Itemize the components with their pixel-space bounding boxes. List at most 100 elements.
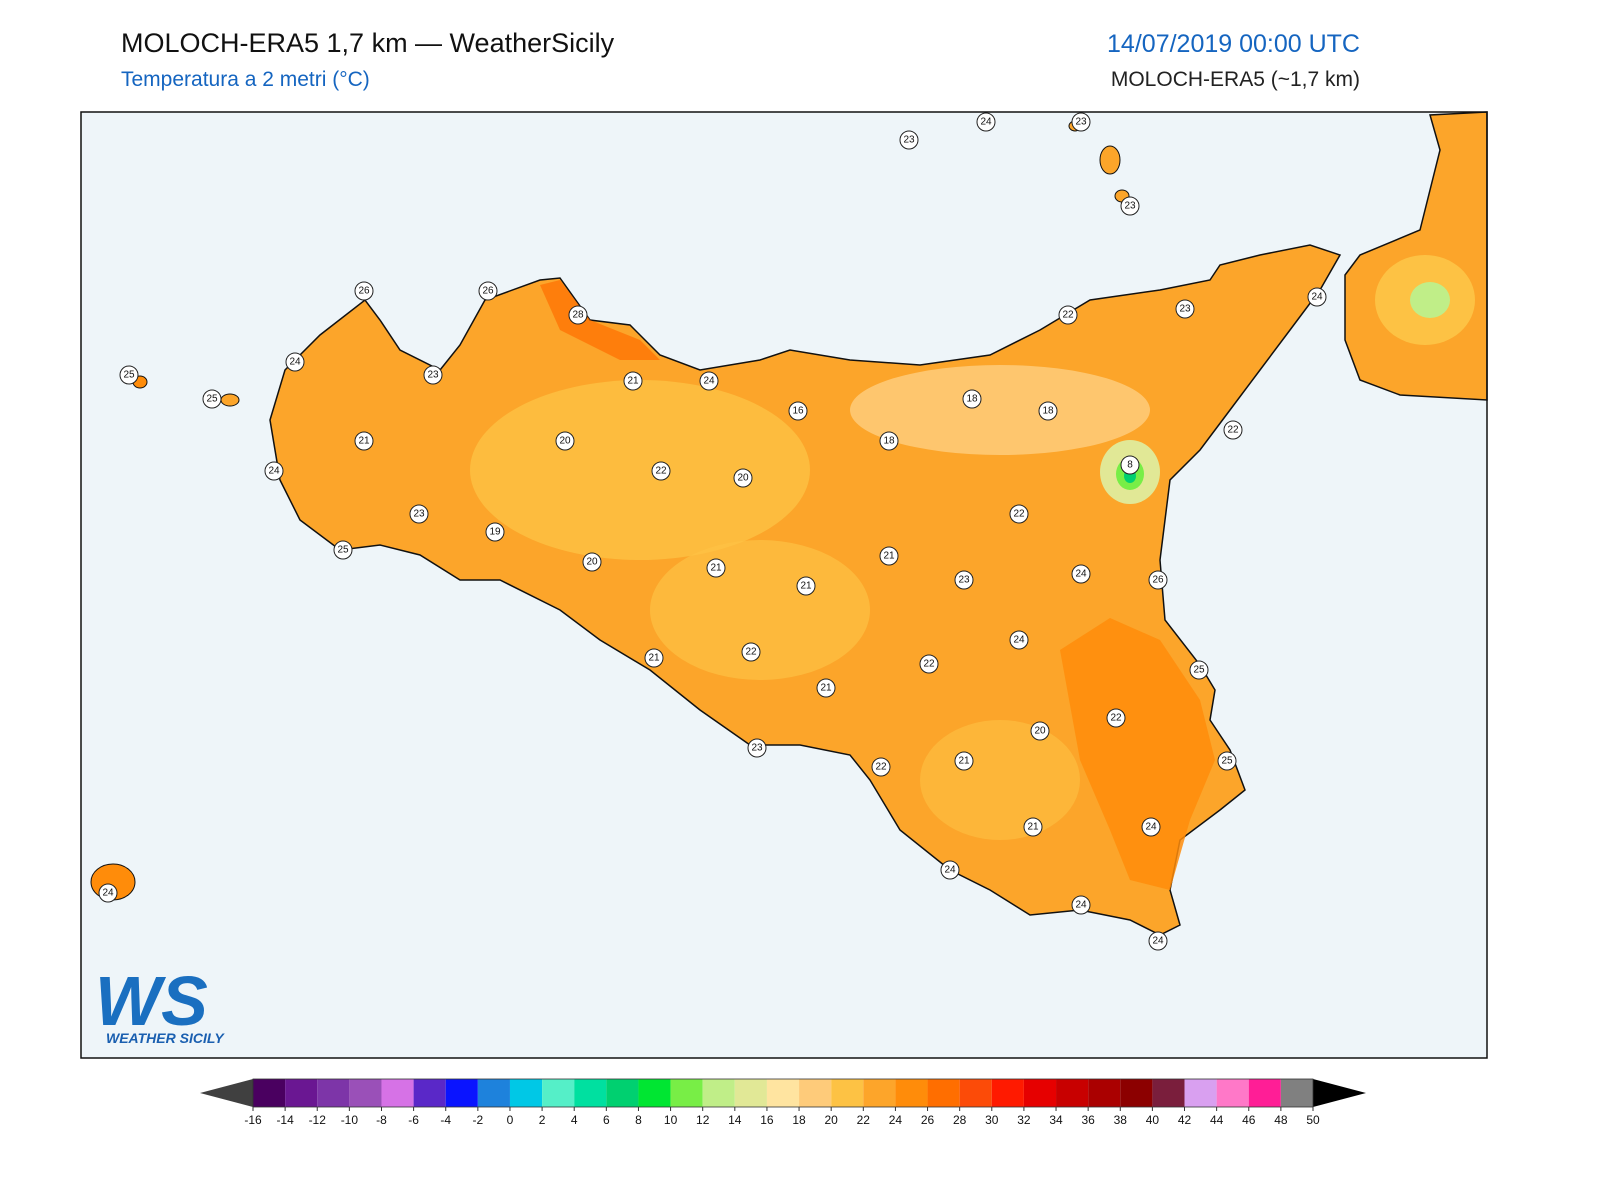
station-value: 21 bbox=[883, 551, 895, 562]
station-marker bbox=[733, 468, 753, 488]
station-marker bbox=[1058, 305, 1078, 325]
colorbar-box bbox=[895, 1079, 928, 1107]
colorbar-box bbox=[1248, 1079, 1281, 1107]
north-coast-warm bbox=[540, 280, 660, 360]
station-value: 18 bbox=[1042, 406, 1054, 417]
station: 23 bbox=[409, 504, 429, 524]
colorbar-tick-label: 32 bbox=[1017, 1113, 1031, 1127]
station: 23 bbox=[1175, 299, 1195, 319]
station-marker bbox=[954, 570, 974, 590]
subtitle: Temperatura a 2 metri (°C) bbox=[121, 68, 370, 91]
colorbar-box bbox=[574, 1079, 607, 1107]
colorbar-box bbox=[542, 1079, 575, 1107]
station: 24 bbox=[264, 461, 284, 481]
colorbar-tick-label: 40 bbox=[1146, 1113, 1160, 1127]
station-value: 23 bbox=[1075, 117, 1087, 128]
cool-zone bbox=[920, 720, 1080, 840]
station-marker bbox=[1120, 196, 1140, 216]
colorbar-tick-label: -8 bbox=[376, 1113, 387, 1127]
station-value: 24 bbox=[1152, 936, 1164, 947]
station-value: 24 bbox=[1311, 292, 1323, 303]
station-value: 28 bbox=[572, 310, 584, 321]
station-value: 20 bbox=[1034, 726, 1046, 737]
station-marker bbox=[582, 552, 602, 572]
station-value: 20 bbox=[586, 557, 598, 568]
map: 23 24 23 23 26 26 28 25 25 24 23 21 24 16 18 18 22 23 24 22… bbox=[80, 111, 1488, 1059]
colorbar-tick-label: 38 bbox=[1114, 1113, 1128, 1127]
station-marker bbox=[1023, 817, 1043, 837]
colorbar-box bbox=[1280, 1079, 1313, 1107]
colorbar-box bbox=[863, 1079, 896, 1107]
station-marker bbox=[1071, 895, 1091, 915]
station-value: 22 bbox=[655, 466, 667, 477]
colorbar-box bbox=[253, 1079, 286, 1107]
station-value: 21 bbox=[958, 756, 970, 767]
station-marker bbox=[879, 546, 899, 566]
station: 21 bbox=[354, 431, 374, 451]
station-value: 24 bbox=[1075, 569, 1087, 580]
station-value: 23 bbox=[958, 575, 970, 586]
station-marker bbox=[954, 751, 974, 771]
colorbar-box bbox=[509, 1079, 543, 1107]
station: 21 bbox=[623, 371, 643, 391]
colorbar-tick-label: -4 bbox=[440, 1113, 451, 1127]
station: 22 bbox=[1058, 305, 1078, 325]
station-marker bbox=[1071, 564, 1091, 584]
colorbar-tick-label: 50 bbox=[1306, 1113, 1320, 1127]
station-marker bbox=[98, 883, 118, 903]
station-marker bbox=[1120, 455, 1140, 475]
colorbar-tick-label: 8 bbox=[635, 1113, 642, 1127]
station-value: 24 bbox=[1013, 635, 1025, 646]
station-value: 24 bbox=[944, 865, 956, 876]
colorbar-box bbox=[413, 1079, 446, 1107]
station-value: 23 bbox=[413, 509, 425, 520]
colorbar-box bbox=[1023, 1079, 1057, 1107]
colorbar-box bbox=[766, 1079, 800, 1107]
station-marker bbox=[264, 461, 284, 481]
station-value: 26 bbox=[482, 286, 494, 297]
colorbar-over bbox=[1313, 1079, 1366, 1107]
colorbar-box bbox=[991, 1079, 1024, 1107]
station-value: 22 bbox=[875, 762, 887, 773]
station-value: 21 bbox=[627, 376, 639, 387]
colorbar-tick-label: 34 bbox=[1049, 1113, 1063, 1127]
station: 20 bbox=[555, 431, 575, 451]
colorbar-frame bbox=[252, 1078, 1314, 1108]
station-marker bbox=[1307, 287, 1327, 307]
station-marker bbox=[409, 504, 429, 524]
station-value: 23 bbox=[751, 743, 763, 754]
colorbar-tick-label: 22 bbox=[857, 1113, 871, 1127]
station-marker bbox=[1141, 817, 1161, 837]
station-marker bbox=[644, 648, 664, 668]
station-value: 24 bbox=[289, 357, 301, 368]
station-marker bbox=[871, 757, 891, 777]
colorbar-box bbox=[670, 1079, 703, 1107]
colorbar-tick-label: 46 bbox=[1242, 1113, 1256, 1127]
station: 24 bbox=[1141, 817, 1161, 837]
colorbar-tick-label: 14 bbox=[728, 1113, 742, 1127]
island bbox=[220, 393, 240, 407]
colorbar-tick-label: 12 bbox=[696, 1113, 710, 1127]
station: 25 bbox=[1217, 751, 1237, 771]
station-marker bbox=[699, 371, 719, 391]
colorbar-box bbox=[831, 1079, 864, 1107]
colorbar-tick-label: 4 bbox=[571, 1113, 578, 1127]
station: 22 bbox=[651, 461, 671, 481]
colorbar-tick-label: 28 bbox=[953, 1113, 967, 1127]
station-marker bbox=[940, 860, 960, 880]
colorbar-tick-label: -14 bbox=[276, 1113, 294, 1127]
station: 24 bbox=[940, 860, 960, 880]
station-marker bbox=[1071, 112, 1091, 132]
colorbar-box bbox=[1120, 1079, 1153, 1107]
colorbar-tick-label: 30 bbox=[985, 1113, 999, 1127]
station-marker bbox=[354, 431, 374, 451]
station-marker bbox=[816, 678, 836, 698]
station-marker bbox=[796, 576, 816, 596]
station: 24 bbox=[1071, 895, 1091, 915]
colorbar-tick-label: -6 bbox=[408, 1113, 419, 1127]
logo-mark: WS bbox=[95, 962, 208, 1040]
station: 24 bbox=[1307, 287, 1327, 307]
station-value: 26 bbox=[358, 286, 370, 297]
station-value: 22 bbox=[745, 647, 757, 658]
